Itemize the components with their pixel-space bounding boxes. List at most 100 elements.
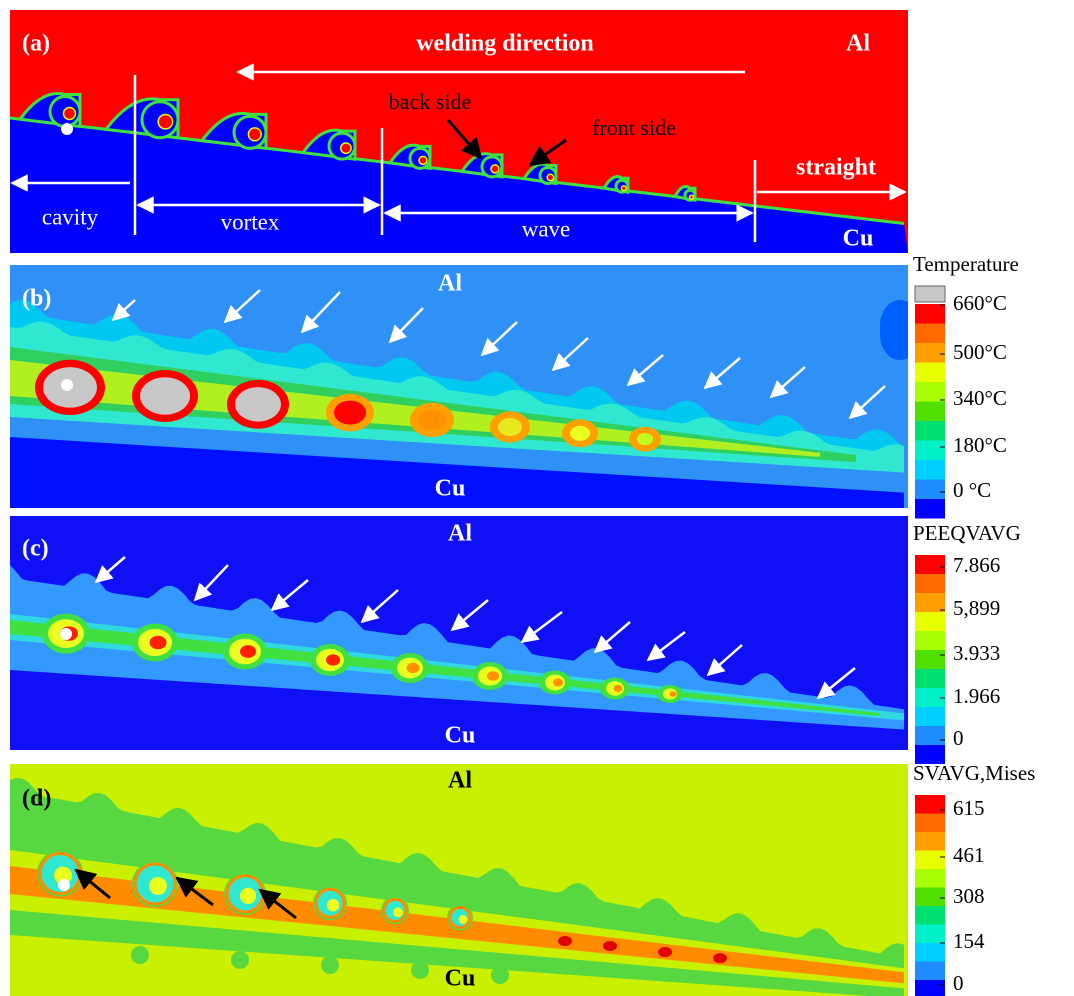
legend-swatch xyxy=(915,906,945,925)
vortex-core xyxy=(339,142,352,155)
legend-swatch xyxy=(915,813,945,832)
panel-plot xyxy=(10,764,908,996)
material-label: Cu xyxy=(445,966,476,992)
annotation: welding direction xyxy=(416,31,594,57)
legend-swatch xyxy=(915,382,945,402)
legend-swatch xyxy=(915,961,945,980)
material-label: Cu xyxy=(435,476,466,502)
stress-peak xyxy=(603,941,617,951)
arrow xyxy=(360,589,399,624)
stress-peak xyxy=(658,947,672,958)
legend-swatch xyxy=(915,726,945,745)
legend-swatch xyxy=(915,745,945,764)
arrow xyxy=(816,667,856,700)
legend-swatch xyxy=(915,440,945,460)
legend-swatch xyxy=(915,650,945,669)
legend-swatch xyxy=(915,869,945,888)
strain-spot xyxy=(613,684,623,693)
arrow xyxy=(111,299,136,322)
legend-swatch xyxy=(915,421,945,441)
vortex-core xyxy=(247,127,262,142)
arrow xyxy=(593,621,631,654)
legend-tick-label: 660°C xyxy=(953,291,1007,315)
arrow xyxy=(703,357,741,390)
annotation: wave xyxy=(522,216,571,241)
strain-spot xyxy=(326,654,340,666)
material-label: Al xyxy=(438,271,462,297)
legend-swatch xyxy=(915,924,945,943)
panel-plot xyxy=(10,265,908,508)
legend-tick-label: 5,899 xyxy=(953,596,1000,620)
vortex-core xyxy=(620,185,627,192)
arrow xyxy=(528,138,567,167)
legend-swatch xyxy=(914,285,946,303)
arrow xyxy=(706,644,743,677)
legend-tick-label: 308 xyxy=(953,884,985,908)
legend-title: PEEQVAVG xyxy=(913,521,1021,545)
stress-peak xyxy=(558,936,572,947)
legend-swatch xyxy=(915,593,945,612)
legend-title: Temperature xyxy=(913,252,1019,276)
legend-swatch xyxy=(915,499,945,519)
legend-tick-label: 180°C xyxy=(953,433,1007,457)
legend-tick-label: 461 xyxy=(953,843,985,867)
strain-spot xyxy=(553,678,563,687)
stress-bump xyxy=(411,961,429,979)
stress-bump xyxy=(321,956,339,974)
arrow xyxy=(848,385,886,420)
legend-swatch xyxy=(915,323,945,343)
panel-label: (d) xyxy=(22,786,51,812)
arrow xyxy=(94,556,126,584)
stress-vortex xyxy=(458,915,468,924)
cavity xyxy=(60,628,72,640)
legend-swatch xyxy=(915,850,945,869)
legend-tick-label: 500°C xyxy=(953,340,1007,364)
legend-swatch xyxy=(915,669,945,688)
legend-swatch xyxy=(915,343,945,363)
legend-title: SVAVG,Mises xyxy=(913,761,1035,785)
legend-swatch xyxy=(915,460,945,480)
strain-spot xyxy=(669,691,677,697)
legend-swatch xyxy=(915,943,945,962)
hot-spot xyxy=(334,400,366,425)
strain-spot xyxy=(487,671,499,681)
hot-spot xyxy=(570,425,590,441)
arrow xyxy=(769,366,806,399)
arrow xyxy=(480,321,518,357)
legend-tick-label: 340°C xyxy=(953,386,1007,410)
arrow xyxy=(388,307,424,344)
contour-band xyxy=(10,565,904,730)
contour-band xyxy=(10,360,820,457)
annotation: back side xyxy=(389,89,471,114)
legend-swatch xyxy=(915,479,945,499)
annotation: cavity xyxy=(42,204,99,229)
labels: (a) welding direction Al back side front… xyxy=(22,31,1035,995)
arrow xyxy=(646,631,686,662)
legend-swatch xyxy=(915,980,945,996)
stress-peak xyxy=(713,953,727,964)
legend-swatch xyxy=(915,304,945,324)
vortex-core xyxy=(418,155,428,166)
stress-vortex xyxy=(54,866,72,885)
hot-spot xyxy=(498,418,522,436)
legend-tick-label: 0 xyxy=(953,971,964,995)
legend-tick-label: 0 °C xyxy=(953,478,991,502)
legend-swatch xyxy=(915,688,945,707)
legend-swatch xyxy=(915,795,945,814)
legend-swatch xyxy=(915,631,945,650)
hot-spot xyxy=(235,387,281,422)
cavity xyxy=(58,879,70,891)
hot-spot xyxy=(637,433,653,446)
legend-swatch xyxy=(915,574,945,593)
arrow xyxy=(175,876,214,907)
legend-swatch xyxy=(915,555,945,574)
legend-tick-label: 154 xyxy=(953,929,985,953)
material-label: Al xyxy=(448,768,472,794)
legend-tick-label: 615 xyxy=(953,796,985,820)
legend-swatch xyxy=(915,401,945,421)
legend-tick-label: 3.933 xyxy=(953,641,1000,665)
arrow xyxy=(520,611,563,644)
stress-vortex xyxy=(393,907,403,918)
